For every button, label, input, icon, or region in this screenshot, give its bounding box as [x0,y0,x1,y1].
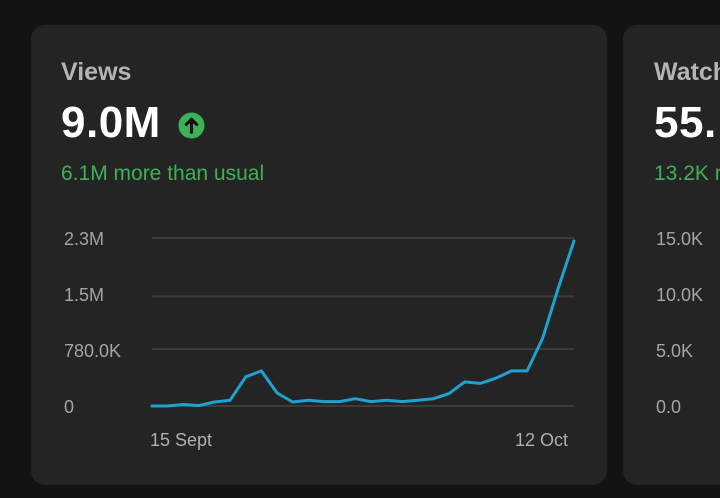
x-axis-label-end: 12 Oct [515,430,569,450]
y-tick-label: 0 [64,397,75,417]
y-tick-label: 780.0K [64,341,122,361]
x-axis-label-start: 15 Sept [150,430,213,450]
watch-time-label: Watch [654,58,720,86]
watch-y-tick-label: 15.0K [656,229,704,249]
watch-y-tick-label: 5.0K [656,341,694,361]
views-value: 9.0M [61,98,161,147]
watch-time-card[interactable] [623,25,720,485]
views-card[interactable] [31,25,607,485]
y-tick-label: 2.3M [64,229,105,249]
arrow-up-circle-icon [178,112,205,139]
watch-y-tick-label: 10.0K [656,285,704,305]
views-delta-text: 6.1M more than usual [61,162,265,185]
watch-y-tick-label: 0.0 [656,397,682,417]
watch-time-delta-text: 13.2K r [654,162,720,185]
watch-time-value: 55. [654,98,717,147]
y-tick-label: 1.5M [64,285,105,305]
views-label: Views [61,58,132,86]
